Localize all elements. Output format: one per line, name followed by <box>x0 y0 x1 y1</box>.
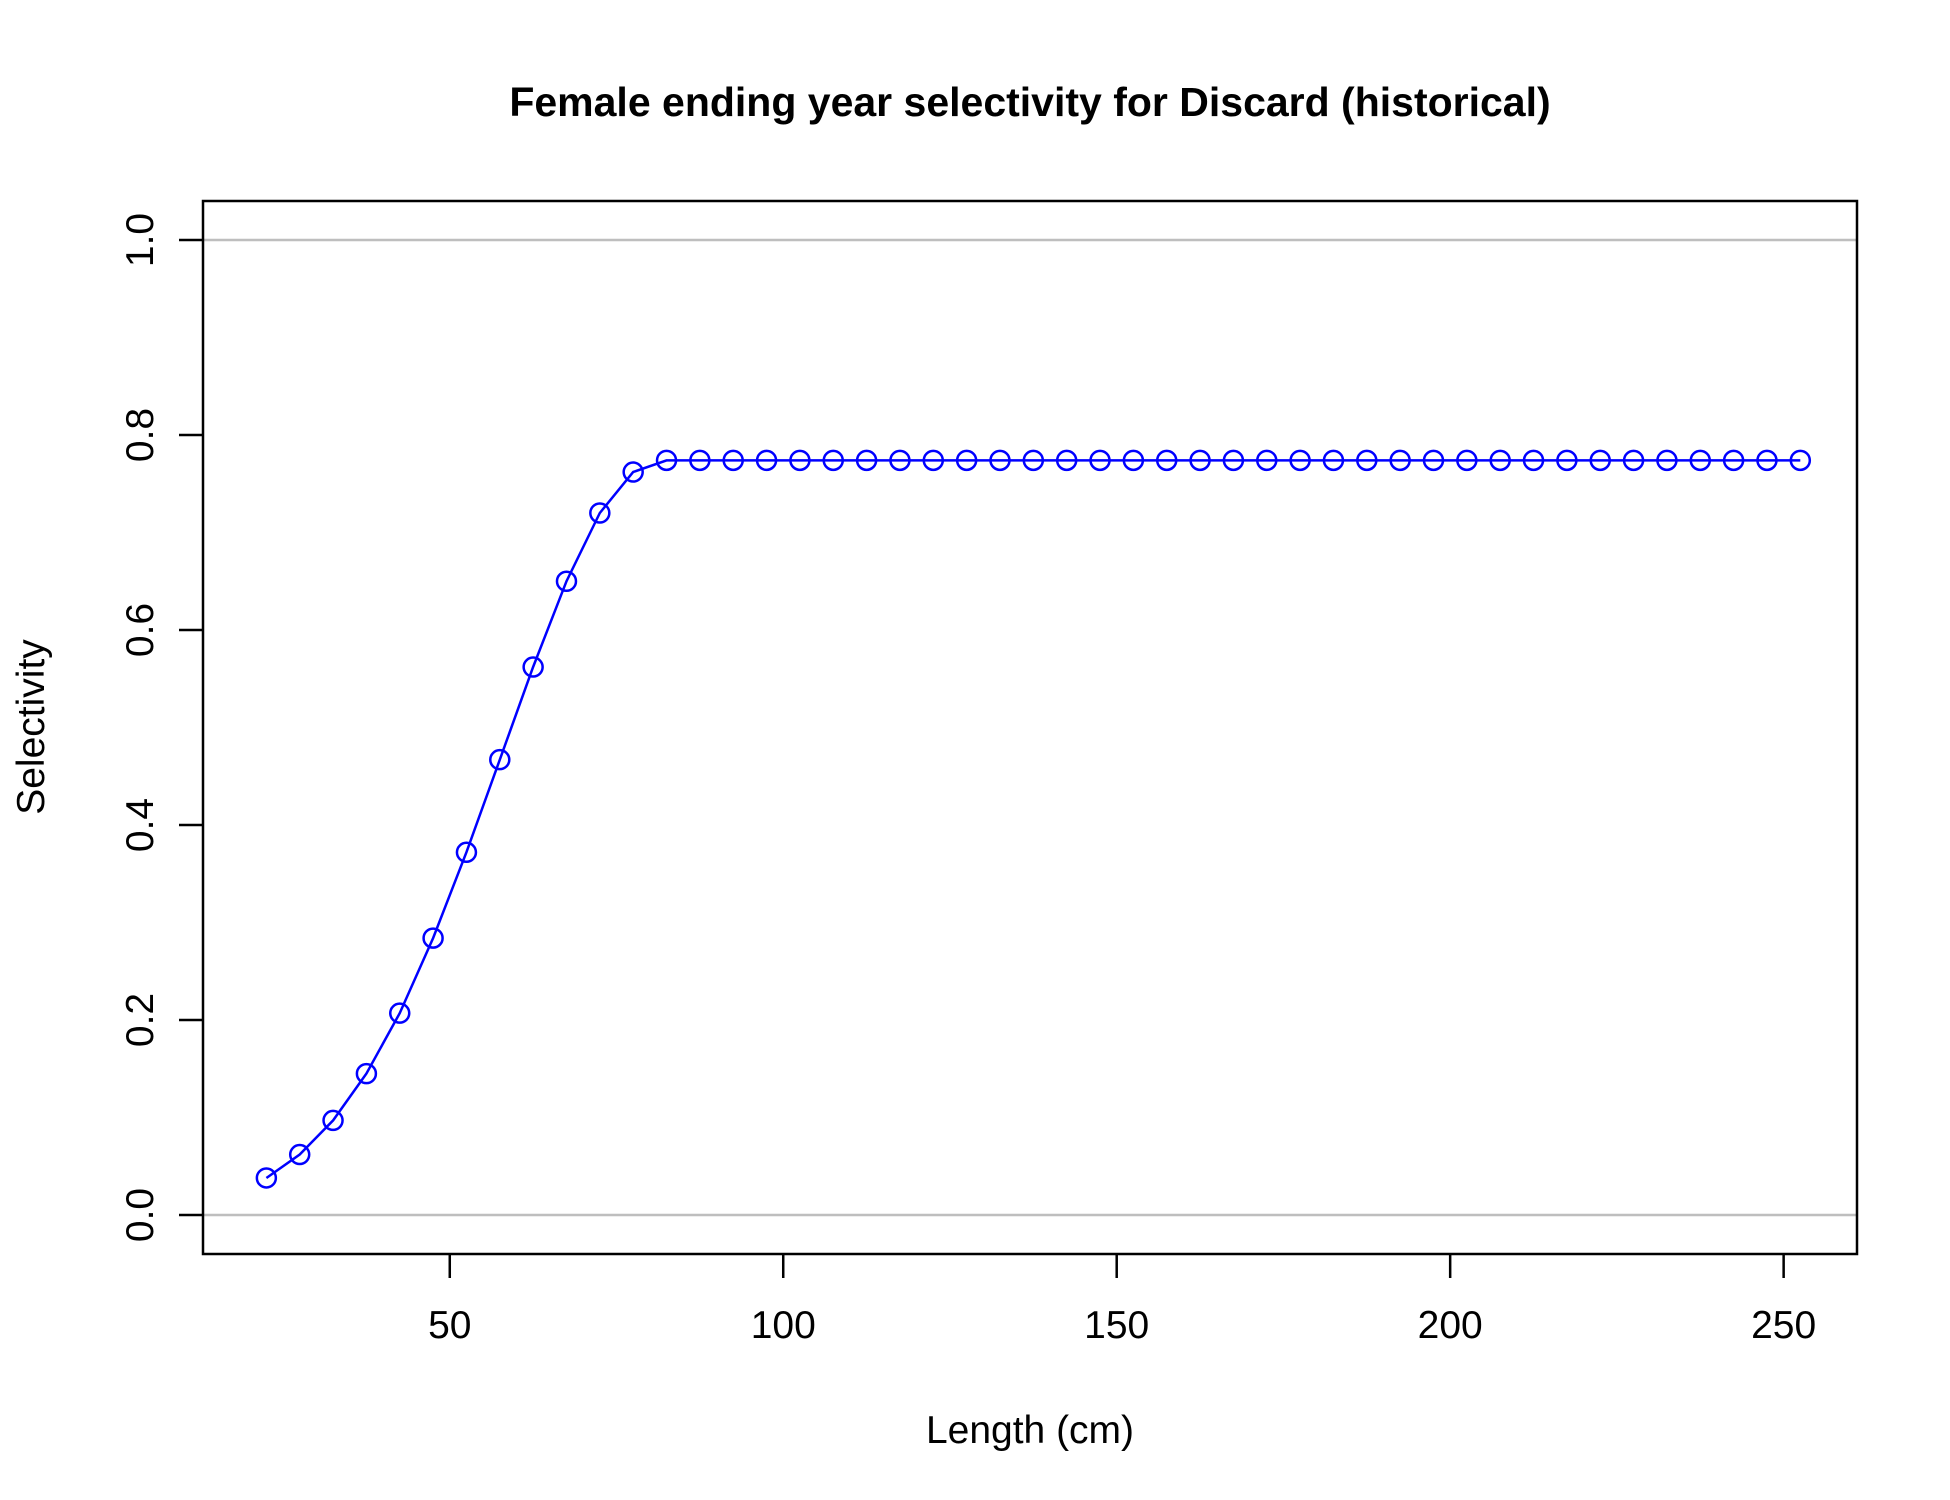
data-point <box>1689 449 1712 472</box>
data-point <box>288 1143 311 1166</box>
data-point <box>989 449 1011 472</box>
reference-lines <box>203 238 1857 1217</box>
data-point <box>855 449 878 472</box>
data-point <box>1422 449 1445 472</box>
data-point <box>1522 449 1545 472</box>
data-point <box>255 1167 278 1189</box>
x-tick-label: 200 <box>1418 1304 1483 1347</box>
chart-title: Female ending year selectivity for Disca… <box>509 79 1550 125</box>
y-tick-label: 0.2 <box>119 993 162 1047</box>
x-tick-label: 150 <box>1084 1304 1149 1347</box>
x-axis-label: Length (cm) <box>926 1409 1134 1452</box>
data-point <box>1656 449 1678 472</box>
data-point <box>1222 449 1245 472</box>
data-point <box>522 656 544 678</box>
y-tick-label: 0.6 <box>119 603 162 657</box>
data-point <box>322 1109 344 1132</box>
data-point <box>1722 449 1745 472</box>
series-line <box>265 459 1801 1180</box>
data-point <box>1322 449 1345 472</box>
x-tick-label: 50 <box>428 1304 471 1347</box>
data-point <box>1356 449 1378 472</box>
data-point <box>1122 449 1145 472</box>
data-point <box>655 449 678 472</box>
data-point <box>1756 449 1778 472</box>
data-point <box>622 461 644 483</box>
data-point <box>722 449 744 472</box>
data-point <box>1289 449 1311 472</box>
data-point <box>922 449 945 472</box>
y-tick-label: 0.0 <box>119 1188 162 1242</box>
data-point <box>955 449 978 472</box>
data-point <box>1055 449 1078 472</box>
data-point <box>889 449 911 472</box>
y-axis-label: Selectivity <box>10 639 53 815</box>
y-axis: 0.0 0.2 0.4 0.6 0.8 1.0 <box>119 213 203 1242</box>
data-point <box>1456 449 1478 472</box>
data-point <box>388 1002 411 1024</box>
data-point <box>455 841 478 864</box>
x-axis: 50 100 150 200 250 <box>428 1254 1816 1347</box>
y-tick-label: 0.8 <box>119 408 162 462</box>
data-point <box>755 449 778 472</box>
y-tick-label: 1.0 <box>119 213 162 267</box>
data-point <box>489 748 511 771</box>
data-point <box>422 927 444 949</box>
data-point <box>589 502 611 524</box>
data-point <box>1622 449 1645 472</box>
data-point <box>1022 449 1045 472</box>
data-point <box>822 449 845 472</box>
data-point <box>1589 449 1611 472</box>
data-point <box>555 570 578 592</box>
y-tick-label: 0.4 <box>119 798 162 852</box>
data-point <box>1189 449 1211 472</box>
series-group <box>255 449 1812 1189</box>
x-tick-label: 100 <box>751 1304 816 1347</box>
data-point <box>355 1062 378 1085</box>
data-point <box>1155 449 1178 472</box>
data-point <box>1389 449 1411 472</box>
plot-frame <box>201 199 1859 1256</box>
data-point <box>1089 449 1111 472</box>
x-tick-label: 250 <box>1751 1304 1816 1347</box>
data-point <box>1556 449 1578 472</box>
data-point <box>689 449 711 472</box>
data-point <box>1789 449 1812 472</box>
data-point <box>1489 449 1511 472</box>
data-point <box>789 449 811 472</box>
data-point <box>1256 449 1278 472</box>
